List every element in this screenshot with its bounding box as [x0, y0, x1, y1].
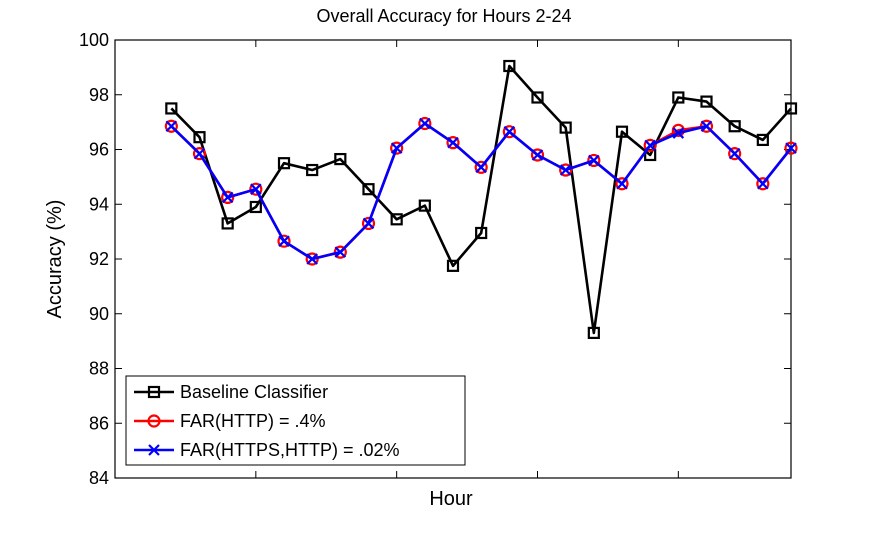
data-point — [419, 117, 431, 130]
data-point — [503, 125, 516, 138]
data-point — [221, 190, 235, 205]
data-point — [475, 161, 487, 174]
data-point — [418, 116, 432, 131]
y-tick-label: 84 — [89, 468, 109, 488]
data-point — [672, 127, 685, 139]
series-1 — [165, 59, 798, 340]
data-point — [756, 177, 770, 191]
data-point — [700, 95, 713, 108]
data-point — [559, 121, 572, 134]
data-point — [728, 147, 742, 161]
legend-box — [125, 375, 466, 466]
legend-label: FAR(HTTPS,HTTP) = .02% — [180, 440, 400, 460]
y-tick-label: 100 — [79, 30, 109, 50]
y-axis-label: Accuracy (%) — [44, 200, 66, 319]
data-point — [165, 120, 178, 133]
data-point — [700, 120, 713, 133]
legend-marker — [147, 385, 161, 399]
data-point — [193, 147, 206, 160]
data-point — [446, 259, 460, 272]
y-tick-label: 94 — [89, 194, 109, 214]
chart-title: Overall Accuracy for Hours 2-24 — [316, 6, 571, 26]
data-point — [728, 147, 741, 160]
data-point — [390, 142, 403, 154]
data-point — [362, 217, 375, 230]
data-point — [616, 177, 628, 190]
series-layer — [164, 59, 798, 340]
data-point — [785, 142, 797, 154]
data-point — [588, 154, 600, 167]
y-tick-label: 92 — [89, 249, 109, 269]
data-point — [587, 153, 601, 168]
x-axis — [255, 40, 679, 478]
data-point — [728, 120, 741, 133]
data-point — [615, 177, 629, 191]
data-point — [390, 213, 403, 226]
legend-label: FAR(HTTP) = .4% — [180, 411, 326, 431]
y-tick-label: 88 — [89, 359, 109, 379]
data-point — [644, 139, 656, 152]
x-axis-label: Hour — [429, 488, 473, 510]
y-tick-label: 90 — [89, 304, 109, 324]
y-tick-label: 96 — [89, 140, 109, 160]
data-point — [334, 152, 347, 166]
data-point — [362, 183, 375, 196]
series-line — [170, 64, 792, 335]
data-point — [249, 200, 262, 214]
data-point — [474, 160, 488, 174]
data-point — [221, 191, 234, 204]
legend-marker — [147, 414, 161, 428]
data-point — [277, 157, 291, 170]
data-point — [278, 235, 290, 247]
legend-marker — [148, 444, 160, 456]
data-point — [446, 136, 460, 150]
data-point — [559, 163, 573, 177]
data-point — [250, 183, 262, 195]
data-point — [447, 136, 459, 149]
data-point — [334, 246, 347, 258]
legend: Baseline Classifier FAR(HTTP) = .4% FAR(HT… — [125, 375, 466, 466]
data-point — [475, 226, 488, 240]
legend-label: Baseline Classifier — [180, 382, 328, 402]
y-tick-label: 98 — [89, 85, 109, 105]
data-point — [531, 91, 544, 104]
data-point — [671, 123, 685, 137]
y-axis: 84 86 88 90 92 94 96 98 100 — [79, 30, 791, 488]
data-point — [306, 163, 319, 177]
y-tick-label: 86 — [89, 413, 109, 433]
data-point — [221, 217, 234, 230]
data-point — [192, 147, 207, 161]
data-point — [277, 234, 291, 248]
data-point — [672, 91, 685, 104]
data-point — [418, 199, 431, 212]
data-point — [502, 125, 516, 139]
data-point — [756, 133, 769, 147]
data-point — [559, 164, 572, 176]
data-point — [531, 149, 544, 161]
data-point — [390, 141, 404, 155]
data-point — [643, 138, 657, 152]
data-point — [615, 125, 629, 138]
data-point — [530, 148, 545, 162]
data-point — [587, 326, 600, 340]
data-point — [784, 141, 798, 155]
data-point — [784, 102, 798, 115]
data-point — [306, 253, 318, 265]
data-point — [165, 102, 178, 115]
data-point — [757, 177, 769, 190]
data-point — [503, 59, 516, 73]
data-point — [361, 216, 376, 231]
data-point — [249, 182, 263, 196]
series-3 — [165, 117, 797, 265]
data-point — [164, 119, 178, 133]
data-point — [193, 131, 206, 144]
